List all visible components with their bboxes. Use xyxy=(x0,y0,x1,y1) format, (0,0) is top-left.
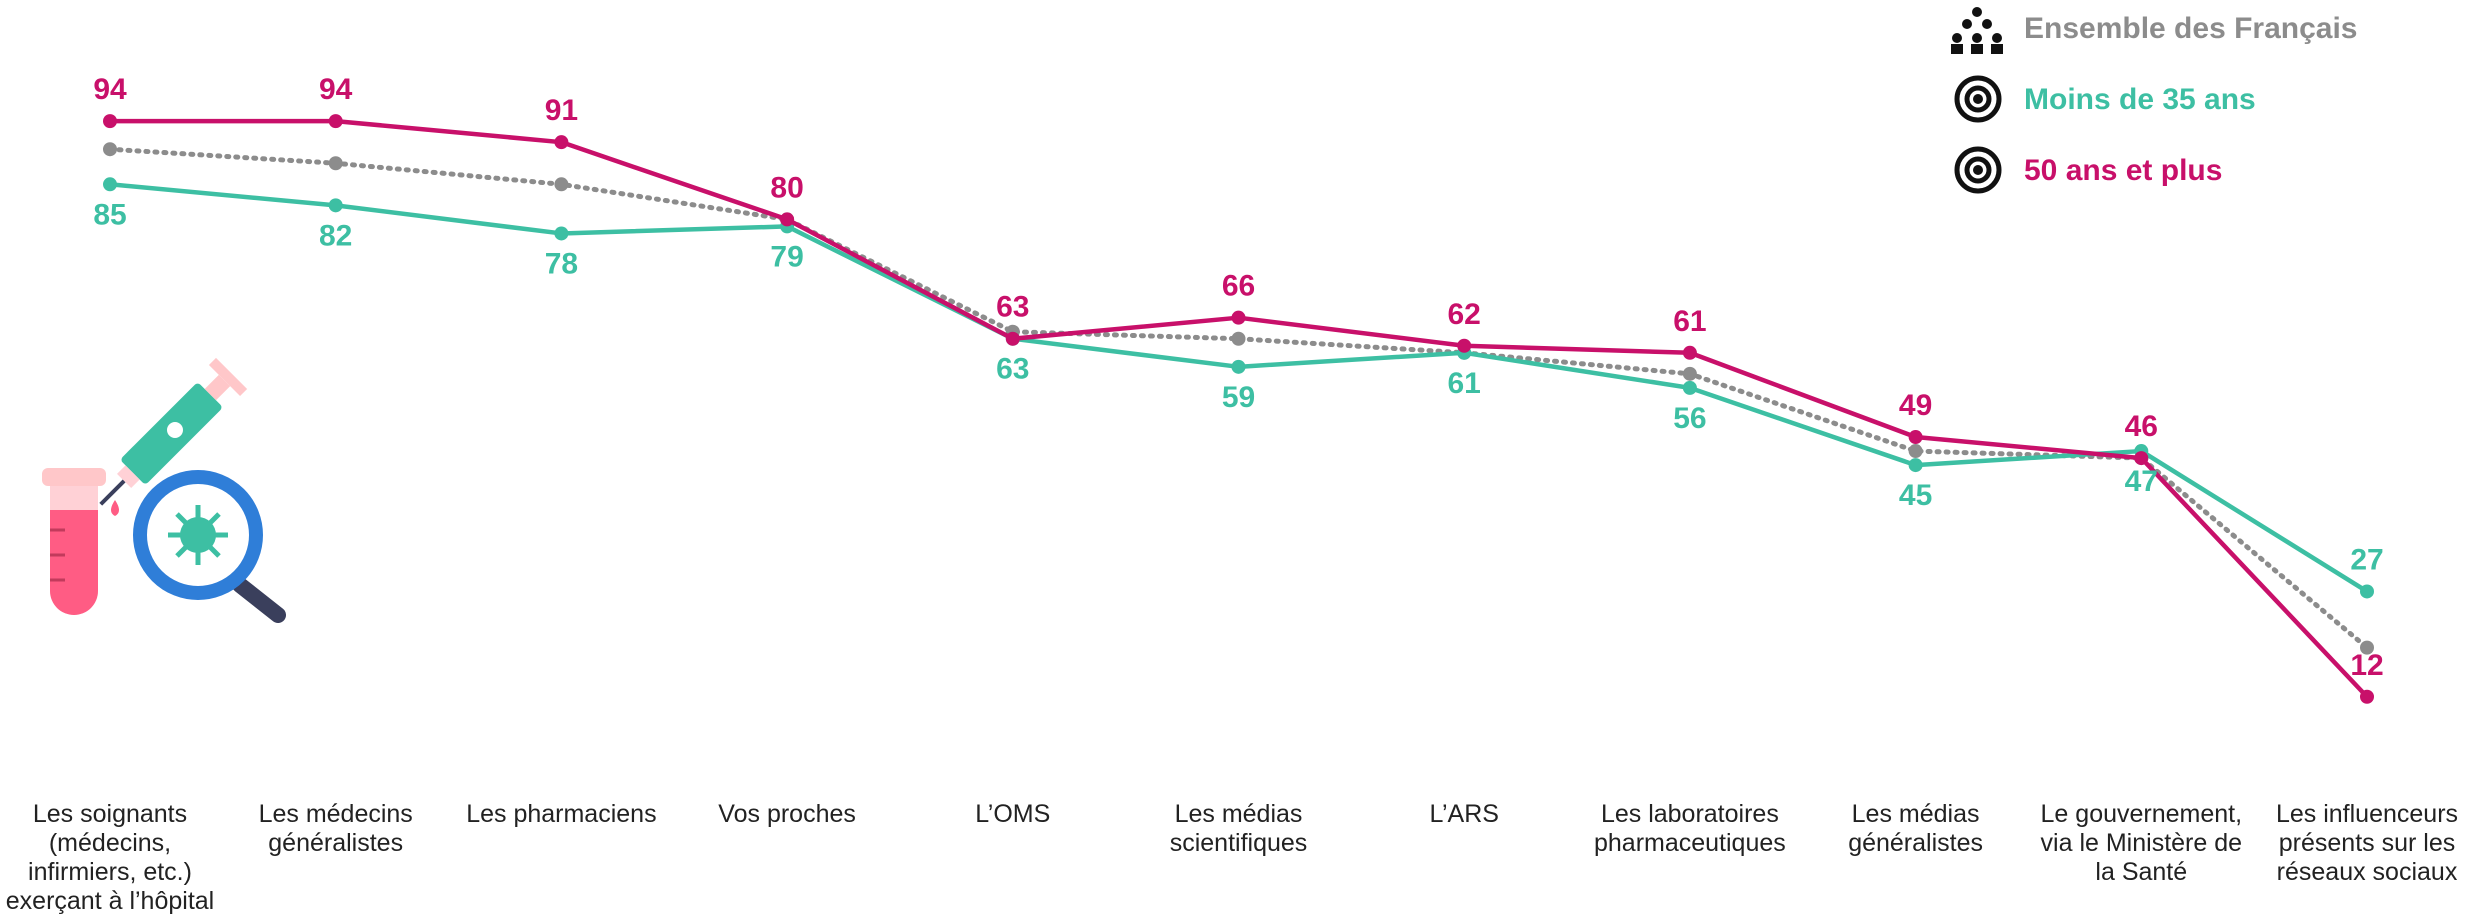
point xyxy=(103,114,117,129)
data-label: 80 xyxy=(770,171,803,204)
data-label: 61 xyxy=(1448,367,1481,400)
legend-label: Ensemble des Français xyxy=(2024,12,2358,45)
point xyxy=(2360,584,2374,599)
data-label: 27 xyxy=(2350,543,2383,576)
point xyxy=(328,114,343,129)
data-label: 66 xyxy=(1222,270,1255,303)
data-label: 85 xyxy=(93,198,126,231)
data-label: 78 xyxy=(545,247,578,280)
x-tick-label: L’OMS xyxy=(975,800,1051,828)
x-tick-label: Les influenceurs présents sur les réseau… xyxy=(2275,800,2459,886)
x-tick-label: Les soignants (médecins, infirmiers, etc… xyxy=(5,800,215,915)
point xyxy=(1457,338,1472,353)
point xyxy=(1231,331,1246,346)
data-label: 59 xyxy=(1222,381,1255,414)
point xyxy=(328,156,343,171)
x-tick-label: Les laboratoires pharmaceutiques xyxy=(1593,800,1786,857)
point xyxy=(1231,359,1246,374)
data-label: 49 xyxy=(1899,389,1932,422)
x-tick-label: Les médecins généralistes xyxy=(258,800,413,857)
data-label: 47 xyxy=(2125,465,2158,498)
data-label: 91 xyxy=(545,94,578,127)
data-label: 62 xyxy=(1448,298,1481,331)
data-label: 12 xyxy=(2350,649,2383,682)
data-label: 94 xyxy=(93,73,127,106)
point xyxy=(1005,331,1020,346)
point xyxy=(1682,345,1697,360)
point xyxy=(103,142,117,157)
legend-label: Moins de 35 ans xyxy=(2024,83,2256,116)
point xyxy=(1908,444,1923,459)
data-label: 82 xyxy=(319,219,352,252)
legend-label: 50 ans et plus xyxy=(2024,154,2223,187)
x-tick-label: L’ARS xyxy=(1429,800,1499,828)
point xyxy=(2134,451,2149,466)
illustration xyxy=(42,357,286,623)
point xyxy=(1908,458,1923,473)
point xyxy=(1682,366,1697,381)
data-label: 45 xyxy=(1899,479,1932,512)
data-label: 79 xyxy=(770,240,803,273)
point xyxy=(554,135,569,150)
data-label: 56 xyxy=(1673,402,1706,435)
legend-icons xyxy=(1951,7,2003,194)
x-tick-label: Vos proches xyxy=(718,800,856,828)
x-tick-label: Les médias scientifiques xyxy=(1169,800,1308,857)
point xyxy=(2360,689,2374,704)
point xyxy=(2360,640,2374,655)
data-label: 94 xyxy=(319,73,353,106)
point xyxy=(554,226,569,241)
data-label: 63 xyxy=(996,353,1029,386)
data-label: 61 xyxy=(1673,305,1706,338)
x-tick-label: Les pharmaciens xyxy=(466,800,657,828)
point xyxy=(1682,380,1697,395)
point xyxy=(1908,430,1923,445)
data-label: 46 xyxy=(2125,410,2158,443)
x-tick-label: Les médias généralistes xyxy=(1848,800,1983,857)
point xyxy=(780,212,795,227)
point xyxy=(103,177,117,192)
point xyxy=(554,177,569,192)
point xyxy=(328,198,343,213)
point xyxy=(1231,310,1246,325)
x-tick-label: Le gouvernement, via le Ministère de la … xyxy=(2040,800,2243,886)
data-label: 63 xyxy=(996,291,1029,324)
